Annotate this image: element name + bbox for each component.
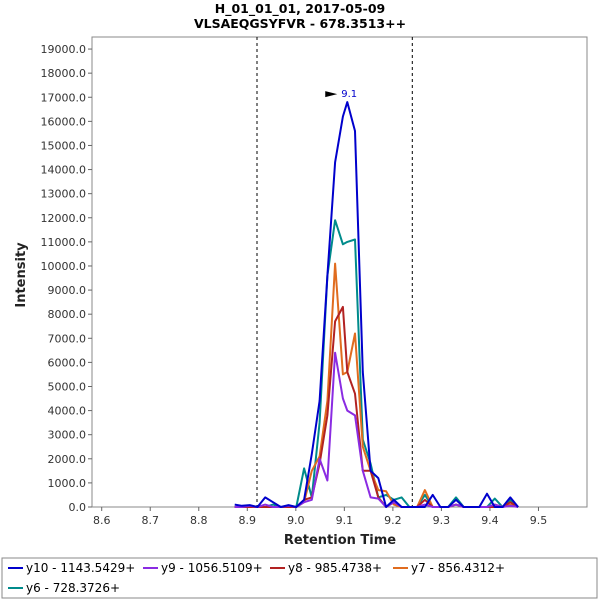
legend-label: y7 - 856.4312+ <box>411 561 505 575</box>
x-axis-title: Retention Time <box>284 533 396 548</box>
y-tick-label: 11000.0 <box>41 236 87 249</box>
x-tick-label: 8.6 <box>93 514 111 527</box>
x-tick-label: 9.0 <box>287 514 305 527</box>
chart-subtitle: VLSAEQGSYFVR - 678.3513++ <box>194 16 406 31</box>
annotation-layer: 9.1 <box>325 89 357 100</box>
y-tick-label: 10000.0 <box>41 260 87 273</box>
y-tick-label: 17000.0 <box>41 91 87 104</box>
y-axis: 0.0 1000.0 2000.0 3000.0 4000.0 5000.0 6000.0 7… <box>41 43 92 514</box>
legend-label: y8 - 985.4738+ <box>288 561 382 575</box>
y-tick-label: 9000.0 <box>48 284 87 297</box>
legend-label: y10 - 1143.5429+ <box>26 561 135 575</box>
y-tick-label: 7000.0 <box>48 332 87 345</box>
legend-frame <box>1 557 598 599</box>
peak-marker-icon <box>325 91 338 98</box>
y-tick-label: 14000.0 <box>41 164 87 177</box>
x-tick-label: 9.2 <box>384 514 402 527</box>
peak-label: 9.1 <box>341 89 357 100</box>
legend: y10 - 1143.5429+ y9 - 1056.5109+ y8 - 985.… <box>1 557 598 599</box>
y-tick-label: 12000.0 <box>41 212 87 225</box>
y-tick-label: 5000.0 <box>48 380 87 393</box>
x-tick-label: 9.3 <box>433 514 451 527</box>
x-tick-label: 8.9 <box>239 514 257 527</box>
y-tick-label: 2000.0 <box>48 453 87 466</box>
integration-boundaries <box>256 37 413 507</box>
x-tick-label: 9.5 <box>530 514 548 527</box>
x-axis: 8.6 8.7 8.8 8.9 9.0 9.1 9.2 9.3 9.4 9.5 <box>93 507 547 527</box>
x-tick-label: 8.8 <box>190 514 208 527</box>
y-tick-label: 1000.0 <box>48 477 87 490</box>
plot-frame <box>91 36 588 508</box>
y-tick-label: 6000.0 <box>48 356 87 369</box>
y-tick-label: 3000.0 <box>48 429 87 442</box>
y-axis-title: Intensity <box>14 242 29 308</box>
legend-label: y6 - 728.3726+ <box>26 581 120 595</box>
x-tick-label: 8.7 <box>141 514 159 527</box>
plot-area <box>91 36 588 508</box>
series-layer <box>234 101 519 508</box>
series-line <box>234 101 519 508</box>
y-tick-label: 19000.0 <box>41 43 87 56</box>
y-tick-label: 0.0 <box>69 501 87 514</box>
y-tick-label: 15000.0 <box>41 139 87 152</box>
legend-label: y9 - 1056.5109+ <box>161 561 263 575</box>
y-tick-label: 18000.0 <box>41 67 87 80</box>
y-tick-label: 13000.0 <box>41 188 87 201</box>
x-tick-label: 9.1 <box>336 514 354 527</box>
y-tick-label: 16000.0 <box>41 115 87 128</box>
y-tick-label: 8000.0 <box>48 308 87 321</box>
chart-title: H_01_01_01, 2017-05-09 <box>215 1 385 17</box>
x-tick-label: 9.4 <box>481 514 499 527</box>
y-tick-label: 4000.0 <box>48 405 87 418</box>
